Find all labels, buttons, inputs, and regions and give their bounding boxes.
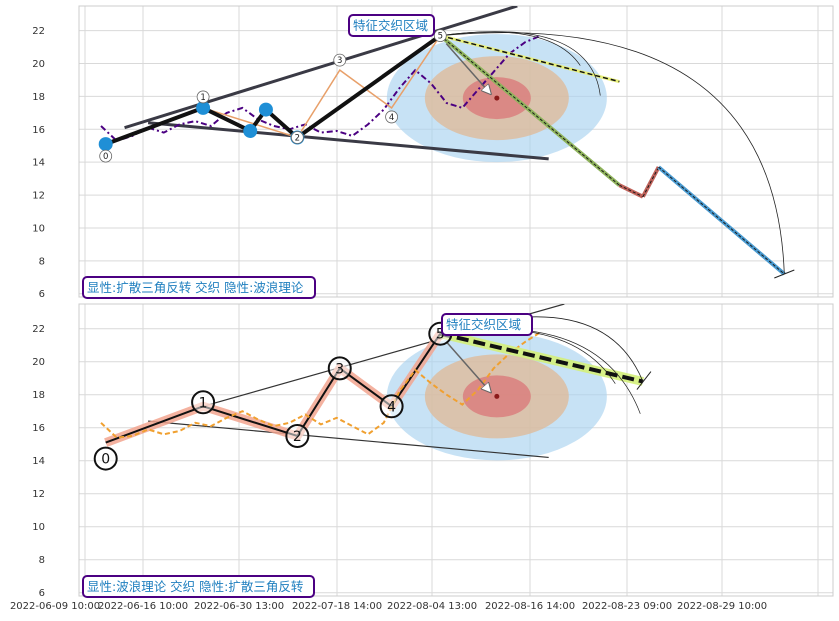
panel2-wave-label: 4 <box>387 399 396 415</box>
panel1-wave-label: 5 <box>438 32 443 42</box>
panel2-ytick-label: 20 <box>32 357 45 368</box>
panel1-wave-label: 1 <box>200 93 205 103</box>
panel2-lines-group <box>100 304 652 459</box>
panel1-pattern-label: 显性:扩散三角反转 交织 隐性:波浪理论 <box>87 280 304 295</box>
panel1-arc-mid <box>440 31 581 66</box>
panel2-xtick-label: 2022-06-30 13:00 <box>194 601 284 612</box>
panel1-zone-label: 特征交织区域 <box>353 18 428 33</box>
panel1-ytick-label: 20 <box>32 59 45 70</box>
panel1-triangle-pivot-dot <box>243 123 258 138</box>
panel1-forecast-dash-2 <box>642 166 660 197</box>
panel1-forecast-secondary <box>440 34 620 83</box>
panel2-zone-label: 特征交织区域 <box>446 317 521 332</box>
panel1-arc-end-tick <box>774 269 795 279</box>
panel1-wave-label-ring <box>433 29 447 42</box>
panel2-frame <box>78 303 834 597</box>
panel1-frame <box>78 5 834 298</box>
panel2-wave-label: 5 <box>436 327 445 343</box>
panel1-triangle-pivot-dot <box>258 102 273 117</box>
panel1-marks-group <box>98 29 447 163</box>
panel2-xtick-label: 2022-06-16 10:00 <box>98 601 188 612</box>
panel1-ytick-label: 6 <box>39 289 45 300</box>
panel1-wave-label-ring <box>385 110 398 124</box>
panel1-wave-label: 2 <box>295 134 300 144</box>
panel1-triangle-pivot-dot <box>196 100 211 115</box>
panel1-forecast-dash-3 <box>658 166 785 275</box>
panel1-wave-label: 4 <box>389 113 394 123</box>
panel2-wave-label: 0 <box>101 452 110 468</box>
panel1-ytick-label: 10 <box>32 223 45 234</box>
panel2-xtick-label: 2022-07-18 14:00 <box>292 601 382 612</box>
panel1-ytick-label: 14 <box>32 158 45 169</box>
panel1-lines-group <box>100 6 795 279</box>
panel2-forecast-line <box>439 331 644 384</box>
panel1-upper-trendline <box>124 6 518 130</box>
panel2-wave-label-ring <box>191 390 216 415</box>
panel2-pattern-label-box <box>82 575 315 598</box>
panel2-zone-center <box>494 393 500 399</box>
panel1-ytick-label: 12 <box>32 191 45 202</box>
panel1-ytick-label: 16 <box>32 125 45 136</box>
panel1-wave-label-ring <box>99 149 113 163</box>
panel2-xtick-label: 2022-08-23 09:00 <box>582 601 672 612</box>
panel2-lower-trendline <box>148 420 549 459</box>
panel1-ytick-label: 8 <box>39 256 45 267</box>
panel2-wave-label: 3 <box>335 361 344 377</box>
panel1-triangle-line <box>105 33 442 146</box>
panel1-target-arrow <box>445 43 491 94</box>
panel2-wave-label: 1 <box>199 395 208 411</box>
panel2-ytick-label: 6 <box>39 588 45 599</box>
panel1-forecast-dash-0 <box>439 35 620 186</box>
panel1-ytick-label: 18 <box>32 92 45 103</box>
panel2-wave-label-ring <box>285 423 310 448</box>
panel2-target-arrow <box>445 341 491 393</box>
panel2-ytick-label: 14 <box>32 456 45 467</box>
panel2-xtick-label: 2022-08-04 13:00 <box>387 601 477 612</box>
panel2-wave-label: 2 <box>293 429 302 445</box>
panel2-wave-label-ring <box>327 356 352 381</box>
panel2-ytick-label: 18 <box>32 390 45 401</box>
panel1-forecast-dash-1 <box>619 184 644 198</box>
panel1-pattern-label-box <box>82 276 316 299</box>
panel1-zone-center <box>494 95 500 101</box>
panel1-zones-group <box>386 34 607 163</box>
panel2-ytick-label: 22 <box>32 324 45 335</box>
panel1-zone-label-box <box>348 14 435 37</box>
panel1-arc-outer <box>440 32 785 274</box>
panel2-price-line <box>100 331 542 439</box>
panel2-xtick-label: 2022-06-09 10:00 <box>10 601 100 612</box>
panel2-ytick-label: 12 <box>32 489 45 500</box>
panel1-triangle-pivot-dot <box>98 137 113 152</box>
panel1-lower-trendline <box>147 121 549 161</box>
panel1-wave-label-ring <box>290 131 304 144</box>
panel2-xtick-label: 2022-08-16 14:00 <box>485 601 575 612</box>
panel2-xtick-label: 2022-08-29 10:00 <box>677 601 767 612</box>
panel2-ytick-label: 16 <box>32 423 45 434</box>
panel2-arc-end-tick <box>636 371 652 390</box>
panel2-wave-label-ring <box>93 446 118 471</box>
panel1-wave-label: 3 <box>337 56 342 66</box>
panel2-ytick-label: 10 <box>32 522 45 533</box>
panel2-zone-label-box <box>441 313 533 336</box>
panel2-marks-group <box>93 321 453 471</box>
panel2-pattern-label: 显性:波浪理论 交织 隐性:扩散三角反转 <box>87 579 303 594</box>
panel1-wave-label: 0 <box>103 152 108 162</box>
panel2-wave-line <box>105 333 442 444</box>
panel1-wave-label-ring <box>333 53 347 67</box>
panel1-ytick-label: 22 <box>32 26 45 37</box>
panel2-ytick-label: 8 <box>39 555 45 566</box>
panel2-wave-label-ring <box>379 394 404 419</box>
panel1-wave-label-ring <box>196 90 210 104</box>
